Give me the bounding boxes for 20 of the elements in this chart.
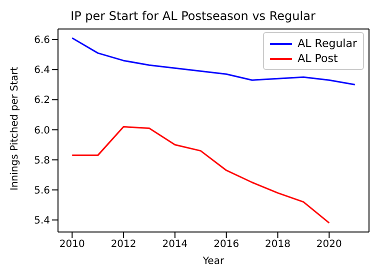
x-tick-label: 2012 (110, 239, 136, 250)
y-axis-title: Innings Pitched per Start (10, 66, 21, 190)
x-tick-label: 2014 (162, 239, 188, 250)
line-series (71, 37, 356, 86)
line-series (71, 126, 330, 224)
x-axis-title: Year (202, 256, 225, 267)
x-tick-label: 2010 (59, 239, 85, 250)
y-tick-label: 6.4 (34, 65, 50, 76)
legend-label: AL Regular (298, 36, 357, 51)
y-tick-label: 5.6 (34, 185, 50, 196)
x-tick-label: 2020 (316, 239, 342, 250)
x-tick-label: 2016 (214, 239, 240, 250)
x-tick-label: 2018 (265, 239, 290, 250)
y-tick-label: 5.4 (34, 216, 50, 227)
chart-title: IP per Start for AL Postseason vs Regular (70, 8, 316, 24)
y-tick-label: 6.2 (34, 95, 50, 106)
y-tick-label: 6.6 (34, 35, 50, 46)
legend-label: AL Post (298, 51, 338, 66)
y-tick-label: 5.8 (34, 155, 50, 166)
y-tick-label: 6.0 (34, 125, 50, 136)
